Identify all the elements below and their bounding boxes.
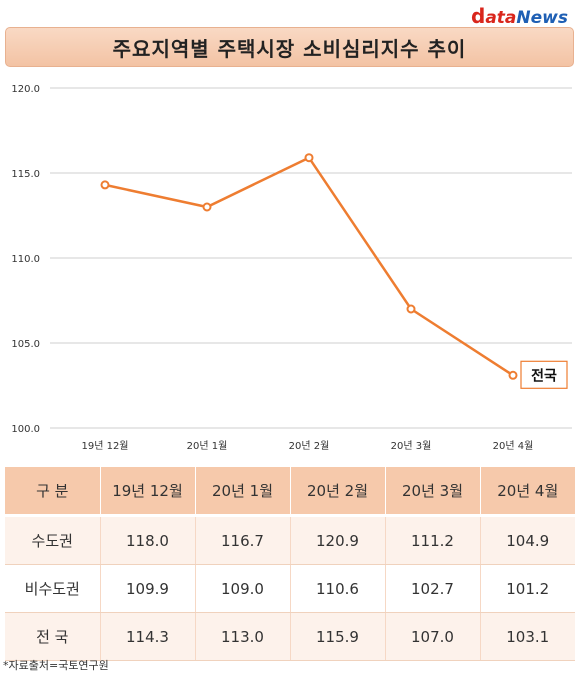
table-row: 비수도권 109.9 109.0 110.6 102.7 101.2 [5,564,575,613]
data-point [508,370,518,380]
data-point [100,180,110,190]
data-point [406,304,416,314]
x-tick-label: 20년 4월 [493,440,534,452]
y-tick-label: 115.0 [11,169,40,180]
row-label: 비수도권 [5,564,101,613]
x-tick-label: 20년 1월 [187,440,228,452]
table-header-cell: 20년 2월 [290,467,386,517]
series-label-box [520,360,568,389]
table-header-cell: 20년 1월 [195,467,291,517]
table-header-cell: 20년 4월 [480,467,575,517]
table-cell: 116.7 [195,515,291,565]
x-tick-label: 20년 2월 [289,440,330,452]
table-header-cell: 20년 3월 [385,467,481,517]
row-label: 수도권 [5,515,101,565]
table-cell: 109.0 [195,564,291,613]
table-cell: 111.2 [385,515,481,565]
series-label: 전국 [531,367,557,384]
table-header-row: 구 분 19년 12월 20년 1월 20년 2월 20년 3월 20년 4월 [5,467,575,517]
chart-title: 주요지역별 주택시장 소비심리지수 추이 [5,27,574,67]
x-tick-label: 19년 12월 [81,440,128,452]
table-cell: 103.1 [480,612,575,661]
table-row: 전 국 114.3 113.0 115.9 107.0 103.1 [5,612,575,661]
table-cell: 115.9 [290,612,386,661]
table-cell: 118.0 [100,515,196,565]
table-cell: 102.7 [385,564,481,613]
y-tick-label: 120.0 [11,84,40,95]
table-row: 수도권 118.0 116.7 120.9 111.2 104.9 [5,515,575,565]
row-label: 전 국 [5,612,101,661]
table-cell: 110.6 [290,564,386,613]
y-tick-label: 105.0 [11,339,40,350]
data-point [304,153,314,163]
x-tick-label: 20년 3월 [391,440,432,452]
table-cell: 104.9 [480,515,575,565]
chart-title-text: 주요지역별 주택시장 소비심리지수 추이 [112,36,467,61]
source-note: *자료출처=국토연구원 [3,659,109,672]
table-cell: 107.0 [385,612,481,661]
table-cell: 114.3 [100,612,196,661]
table-cell: 120.9 [290,515,386,565]
y-tick-label: 110.0 [11,254,40,265]
table-cell: 113.0 [195,612,291,661]
table-header-cell: 구 분 [5,467,101,517]
y-tick-label: 100.0 [11,424,40,435]
table-cell: 101.2 [480,564,575,613]
line-chart: 100.0 105.0 110.0 115.0 120.0 19년 12월 20년 1월 20… [11,84,572,452]
table-header-cell: 19년 12월 [100,467,196,517]
table-cell: 109.9 [100,564,196,613]
datanews-logo: dataNews [471,4,568,28]
data-table: 구 분 19년 12월 20년 1월 20년 2월 20년 3월 20년 4월 … [5,467,575,661]
data-point [202,202,212,212]
